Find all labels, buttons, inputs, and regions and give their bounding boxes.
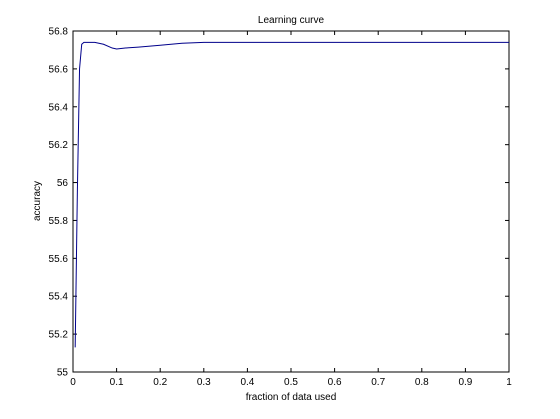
chart-title: Learning curve (258, 15, 325, 26)
x-axis-ticks: 0 0.1 0.2 0.3 0.4 0.5 0.6 0.7 0.8 0.9 1 (70, 31, 512, 388)
y-tick-label: 56 (57, 178, 69, 189)
y-tick-label: 55.4 (49, 292, 69, 303)
plot-area (72, 30, 510, 373)
x-tick-label: 0.3 (197, 377, 211, 388)
y-tick-label: 56.8 (49, 27, 69, 38)
series-layer (74, 41, 509, 348)
x-tick-label: 0.7 (371, 377, 385, 388)
y-tick-label: 55.6 (49, 254, 69, 265)
x-tick-label: 0.8 (415, 377, 429, 388)
y-tick-label: 56.6 (49, 64, 69, 75)
y-tick-label: 56.4 (49, 102, 69, 113)
x-tick-label: 1 (506, 377, 512, 388)
x-tick-label: 0.4 (240, 377, 254, 388)
x-axis-label: fraction of data used (246, 392, 337, 403)
y-tick-label: 56.2 (49, 140, 69, 151)
y-tick-label: 55 (57, 368, 69, 379)
y-axis-label: accuracy (32, 181, 43, 221)
x-tick-label: 0.1 (110, 377, 124, 388)
x-tick-label: 0.9 (458, 377, 472, 388)
y-tick-label: 55.8 (49, 216, 69, 227)
accuracy-series-line (74, 41, 509, 348)
y-tick-label: 55.2 (49, 330, 69, 341)
y-axis-ticks: 55 55.2 55.4 55.6 55.8 56 56.2 56.4 56.6 56.8 (49, 27, 509, 379)
x-tick-label: 0 (70, 377, 76, 388)
x-tick-label: 0.6 (328, 377, 342, 388)
x-tick-label: 0.5 (284, 377, 298, 388)
x-tick-label: 0.2 (153, 377, 167, 388)
